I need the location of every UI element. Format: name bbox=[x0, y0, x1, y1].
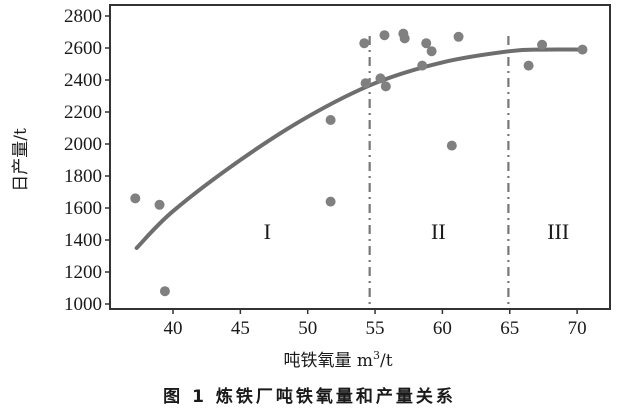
y-tick-label: 1800 bbox=[64, 166, 102, 187]
data-point bbox=[399, 33, 410, 44]
data-point bbox=[446, 140, 457, 151]
y-tick-label: 1200 bbox=[64, 262, 102, 283]
y-axis-ticks: 1000 1200 1400 1600 1800 2000 2200 2400 2600 2800 bbox=[64, 6, 110, 315]
x-tick-label: 50 bbox=[298, 318, 317, 339]
region-label: III bbox=[547, 219, 569, 244]
data-point bbox=[375, 73, 386, 84]
plot-frame bbox=[109, 4, 611, 310]
y-tick-label: 2200 bbox=[64, 102, 102, 123]
region-label: I bbox=[264, 219, 271, 244]
data-point bbox=[417, 60, 428, 71]
data-point bbox=[380, 81, 391, 92]
data-point bbox=[325, 196, 336, 207]
data-point bbox=[421, 38, 432, 49]
data-point bbox=[154, 199, 165, 210]
region-label: II bbox=[431, 219, 446, 244]
y-tick-label: 1000 bbox=[64, 294, 102, 315]
fitted-curve-line bbox=[134, 47, 585, 250]
y-tick-label: 2400 bbox=[64, 70, 102, 91]
data-point bbox=[577, 44, 588, 55]
data-point bbox=[379, 30, 390, 41]
y-tick-label: 2600 bbox=[64, 38, 102, 59]
data-point bbox=[359, 38, 370, 49]
x-tick-label: 45 bbox=[231, 318, 250, 339]
y-axis-title: 日产量/t bbox=[11, 128, 31, 192]
data-point bbox=[159, 286, 170, 297]
data-point bbox=[426, 46, 437, 57]
region-labels: I II III bbox=[264, 219, 570, 244]
x-tick-label: 40 bbox=[164, 318, 183, 339]
x-tick-label: 60 bbox=[433, 318, 452, 339]
fitted-curve bbox=[134, 47, 585, 250]
x-tick-label: 70 bbox=[568, 318, 587, 339]
x-tick-label: 65 bbox=[500, 318, 519, 339]
y-tick-label: 1400 bbox=[64, 230, 102, 251]
data-point bbox=[130, 193, 141, 204]
y-tick-label: 2800 bbox=[64, 6, 102, 27]
y-tick-label: 1600 bbox=[64, 198, 102, 219]
data-point bbox=[453, 31, 464, 42]
data-point bbox=[325, 115, 336, 125]
x-axis-ticks: 40 45 50 55 60 65 70 bbox=[164, 309, 587, 339]
data-point bbox=[537, 39, 548, 50]
data-point bbox=[360, 78, 371, 89]
chart: 1000 1200 1400 1600 1800 2000 2200 2400 2600 2800… bbox=[11, 4, 611, 371]
figure-caption: 图 1 炼铁厂吨铁氧量和产量关系 bbox=[163, 387, 456, 407]
x-tick-label: 55 bbox=[366, 318, 385, 339]
x-axis-title: 吨铁氧量 m3/t bbox=[283, 349, 392, 371]
scatter-points bbox=[130, 28, 588, 297]
data-point bbox=[523, 60, 534, 71]
y-tick-label: 2000 bbox=[64, 134, 102, 155]
